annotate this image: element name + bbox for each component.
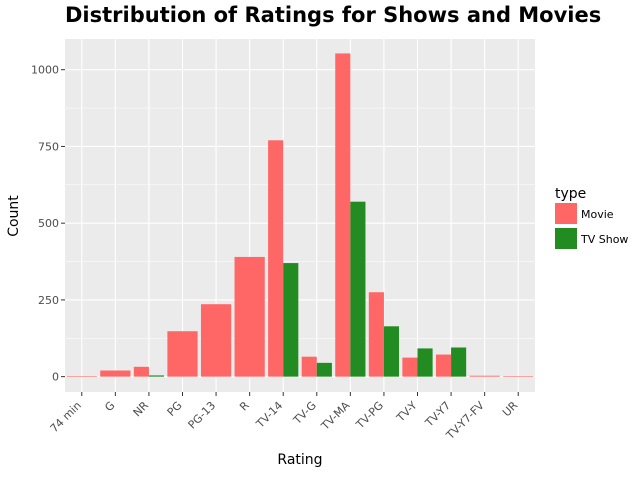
bar-movie-ur (503, 376, 534, 377)
bar-movie-pg-13 (200, 304, 232, 377)
x-axis-ticks: 74 min G NR PG PG-13 R TV-14 TV-G TV-MA TV-PG TV-Y… (48, 392, 521, 443)
x-tick-label: R (237, 399, 252, 414)
bar-tv-show-tv-ma (350, 201, 366, 377)
bar-movie-tv-g (301, 356, 317, 377)
x-tick-label: TV-MA (318, 399, 353, 434)
y-tick-label: 750 (38, 140, 59, 153)
plot-panel (65, 39, 535, 392)
legend-label: Movie (581, 208, 614, 221)
y-tick-label: 1000 (31, 64, 59, 77)
bar-movie-r (234, 256, 265, 377)
legend-label: TV Show (580, 233, 628, 246)
x-axis-title: Rating (277, 452, 322, 468)
bar-movie-nr (133, 366, 149, 377)
x-tick-label: TV-Y (393, 399, 419, 425)
y-axis-ticks: 0 250 500 750 1000 (31, 64, 65, 384)
y-axis-title: Count (6, 195, 22, 237)
x-tick-label: PG (165, 399, 185, 419)
x-tick-label: 74 min (48, 399, 84, 435)
x-tick-label: TV-PG (353, 399, 386, 432)
x-tick-label: TV-14 (253, 399, 285, 431)
bar-tv-show-tv-g (316, 362, 332, 377)
legend-key (555, 203, 577, 224)
bar-movie-pg (167, 331, 198, 377)
y-tick-label: 250 (38, 294, 59, 307)
legend: type Movie TV Show (555, 186, 628, 249)
bar-movie-tv-14 (268, 140, 284, 377)
chart-title: Distribution of Ratings for Shows and Mo… (65, 3, 601, 27)
bar-movie-tv-y7-fv (469, 375, 500, 377)
x-tick-label: NR (131, 399, 152, 420)
bar-movie-tv-pg (368, 292, 384, 377)
legend-title: type (555, 186, 586, 202)
bar-movie-tv-y (402, 357, 418, 377)
x-tick-label: PG-13 (186, 399, 219, 432)
x-tick-label: TV-Y7 (422, 399, 453, 430)
x-tick-label: G (102, 399, 117, 414)
legend-key (555, 228, 577, 249)
bar-tv-show-tv-14 (283, 263, 299, 377)
bar-movie-tv-ma (335, 53, 351, 377)
bar-tv-show-tv-y (417, 348, 433, 377)
y-tick-label: 500 (38, 217, 59, 230)
x-tick-label: UR (500, 399, 521, 420)
bar-tv-show-tv-pg (383, 326, 400, 377)
bar-tv-show-nr (148, 375, 165, 377)
bar-movie-g (100, 370, 131, 377)
x-tick-label: TV-G (290, 399, 319, 428)
bar-movie-74-min (66, 376, 97, 377)
bar-movie-tv-y7 (435, 354, 452, 377)
y-tick-label: 0 (52, 371, 59, 384)
bars (66, 53, 534, 377)
bar-tv-show-tv-y7 (451, 347, 467, 377)
